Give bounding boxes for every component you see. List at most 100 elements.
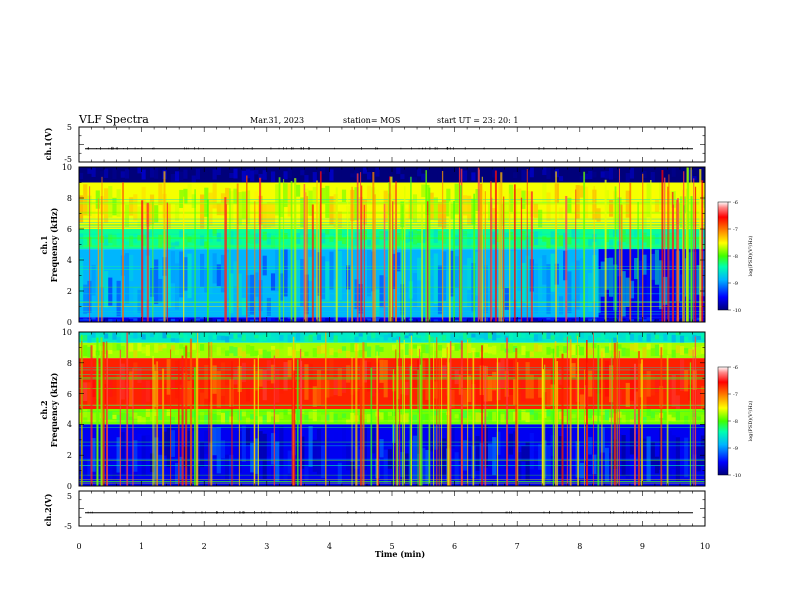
spectrogram-texture [321,317,326,321]
header-date: Mar.31, 2023 [250,116,304,125]
spectrogram-texture [371,424,376,454]
spectrogram-texture [613,167,618,179]
spectrogram-texture [688,252,693,300]
spectrogram-texture [579,414,584,422]
spectrogram-texture [279,426,284,468]
spectrogram-texture [571,262,576,300]
spectrogram-texture [692,347,697,356]
spectrogram-texture [229,191,234,224]
ch2-spectrogram-ylabel-channel: ch.2 [39,400,49,419]
spectrogram-texture [225,385,230,406]
x-tick-label: 3 [264,542,269,551]
spectrogram-texture [208,335,213,342]
spectrogram-texture [354,318,359,321]
spectrogram-texture [646,263,651,314]
spectrogram-texture [513,431,518,448]
spectrogram-texture [287,277,292,312]
spectrogram-texture [383,170,388,179]
spectrogram-texture [158,409,163,421]
spectrogram-texture [500,414,505,425]
spectrogram-texture [229,346,234,354]
spectrogram-texture [87,168,92,174]
spectrogram-texture [421,230,426,244]
spectrogram-texture [83,318,88,321]
ch1-spectrogram-ticks [78,166,706,323]
spectrogram-texture [208,317,213,322]
spectrogram-texture [517,236,522,249]
spectrogram-texture [425,449,430,484]
spectrogram-texture [296,317,301,320]
spectrogram-texture [437,442,443,483]
spectrogram-texture [667,430,672,476]
spectrogram-texture [195,168,201,180]
spectrogram-texture [487,332,493,339]
spectrogram-texture [442,412,447,423]
spectrogram-texture [696,416,701,422]
spectrogram-texture [542,167,547,175]
spectrogram-texture [629,419,635,425]
spectrogram-texture [525,442,530,481]
spectrogram-texture [596,269,601,313]
spectrogram-texture [646,436,651,482]
spectrogram-texture [145,380,150,402]
spectrogram-texture [404,413,409,424]
spectrogram-texture [141,169,146,180]
spectrogram-texture [300,351,305,357]
spectrogram-texture [116,336,121,343]
spectrogram-texture [588,335,593,343]
spectrogram-texture [692,454,697,485]
spectrogram-texture [375,189,380,207]
spectrogram-texture [250,274,255,315]
spectrogram-texture [667,342,672,355]
spectrogram-texture [296,184,301,197]
spectrogram-texture [233,441,238,475]
spectrogram-texture [95,174,100,179]
spectrogram-texture [596,337,601,342]
spectrogram-texture [141,380,146,409]
spectrogram-texture [567,335,572,340]
spectrogram-texture [120,431,125,474]
spectrogram-texture [258,416,263,424]
spectrogram-texture [442,318,447,321]
spectrogram-texture [287,184,292,217]
spectrogram-texture [554,336,559,341]
spectrogram-texture [87,459,92,477]
spectrogram-texture [404,173,409,178]
spectrogram-texture [225,350,230,357]
spectrogram-texture [191,194,196,208]
spectrogram-texture [83,284,88,315]
spectrogram-texture [600,171,605,178]
spectrogram-texture [387,411,392,416]
spectrogram-texture [396,167,401,174]
spectrogram-texture [654,334,660,340]
spectrogram-texture [141,234,146,246]
spectrogram-texture [487,443,493,461]
spectrogram-texture [700,386,705,409]
spectrogram-texture [124,253,130,304]
spectrogram-texture [262,170,267,180]
spectrogram-texture [183,188,188,204]
spectrogram-texture [129,197,134,216]
spectrogram-texture [496,317,501,320]
spectrogram-texture [179,415,184,423]
spectrogram-texture [700,435,705,467]
spectrogram-texture [233,168,238,179]
spectrogram-texture [204,430,209,455]
ch1-voltage-ytick-top: 5 [67,123,72,132]
spectrogram-texture [621,368,626,399]
spectrogram-texture [245,387,251,402]
spectrogram-texture [216,264,221,287]
spectrogram-texture [225,187,230,205]
spectrogram-texture [200,442,205,468]
spectrogram-texture [429,415,434,422]
spectrogram-texture [679,175,685,181]
spectrogram-texture [141,346,146,354]
spectrogram-texture [475,251,480,296]
spectrogram-texture [366,346,372,357]
spectrogram-texture [538,443,543,470]
ch2-colorbar-label: log(PSD)(V²/Hz) [747,401,754,442]
spectrogram-texture [563,170,568,180]
spectrogram-texture [650,319,655,322]
spectrogram-texture [650,442,655,466]
